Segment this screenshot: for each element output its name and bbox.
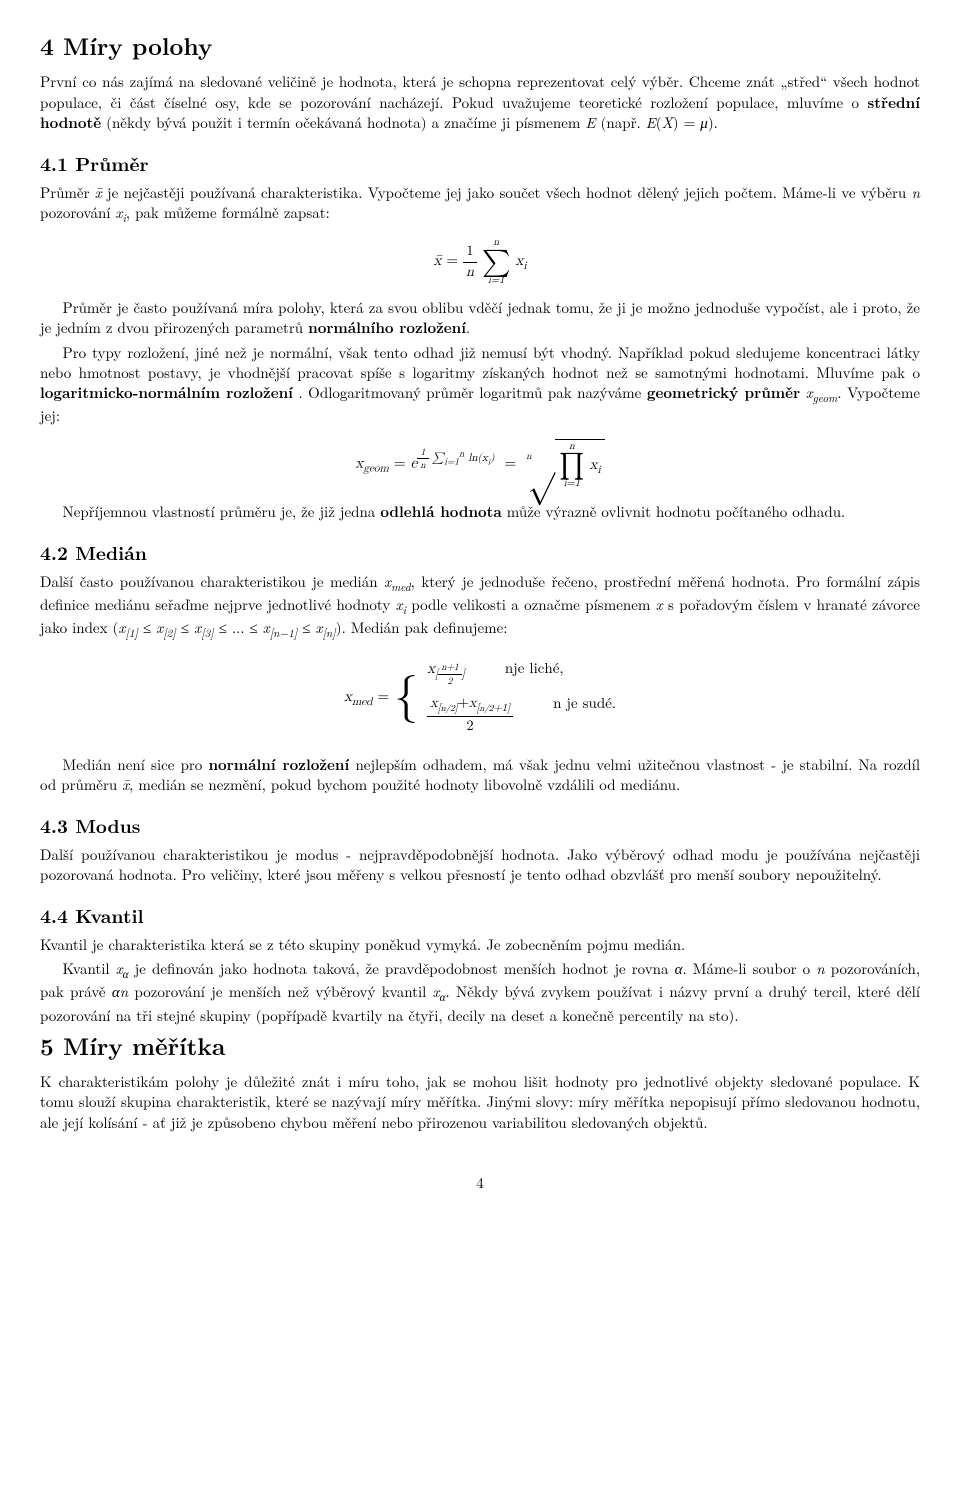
- section-4-1-title: 4.1 Průměr: [40, 151, 920, 177]
- s5-p1: K charakteristikám polohy je důležité zn…: [40, 1072, 920, 1133]
- formula-mean: x̄ = 1n n∑i=1 xi: [40, 238, 920, 286]
- s41-p3: Pro typy rozložení, jiné než je normální…: [40, 343, 920, 427]
- s43-p1: Další používanou charakteristikou je mod…: [40, 845, 920, 886]
- s4-p1: První co nás zajímá na sledované veličin…: [40, 72, 920, 133]
- formula-median: xmed = { x[n+12] nje liché, x[n/2]+x[n/2…: [40, 653, 920, 742]
- section-4-3-title: 4.3 Modus: [40, 813, 920, 839]
- s41-p2: Průměr je často používaná míra polohy, k…: [40, 298, 920, 339]
- formula-geom-mean: xgeom = e1n ∑i=1n ln(xi) = n√ n∏i=1 xi: [40, 439, 920, 490]
- s44-p1: Kvantil je charakteristika která se z té…: [40, 935, 920, 955]
- section-5-title: 5 Míry měřítka: [40, 1030, 920, 1062]
- s44-p2: Kvantil xα je definován jako hodnota tak…: [40, 959, 920, 1026]
- section-4-title: 4 Míry polohy: [40, 30, 920, 62]
- section-4-2-title: 4.2 Medián: [40, 540, 920, 566]
- s41-p1: Průměr x̄ je nejčastěji používaná charak…: [40, 183, 920, 226]
- s42-p2: Medián není sice pro normální rozložení …: [40, 755, 920, 796]
- section-4-4-title: 4.4 Kvantil: [40, 903, 920, 929]
- case1-cond: nje liché,: [505, 659, 564, 688]
- case2-cond: n je sudé.: [553, 694, 616, 737]
- s41-p4: Nepříjemnou vlastností průměru je, že ji…: [40, 502, 920, 522]
- page-number: 4: [40, 1173, 920, 1193]
- s42-p1: Další často používanou charakteristikou …: [40, 572, 920, 642]
